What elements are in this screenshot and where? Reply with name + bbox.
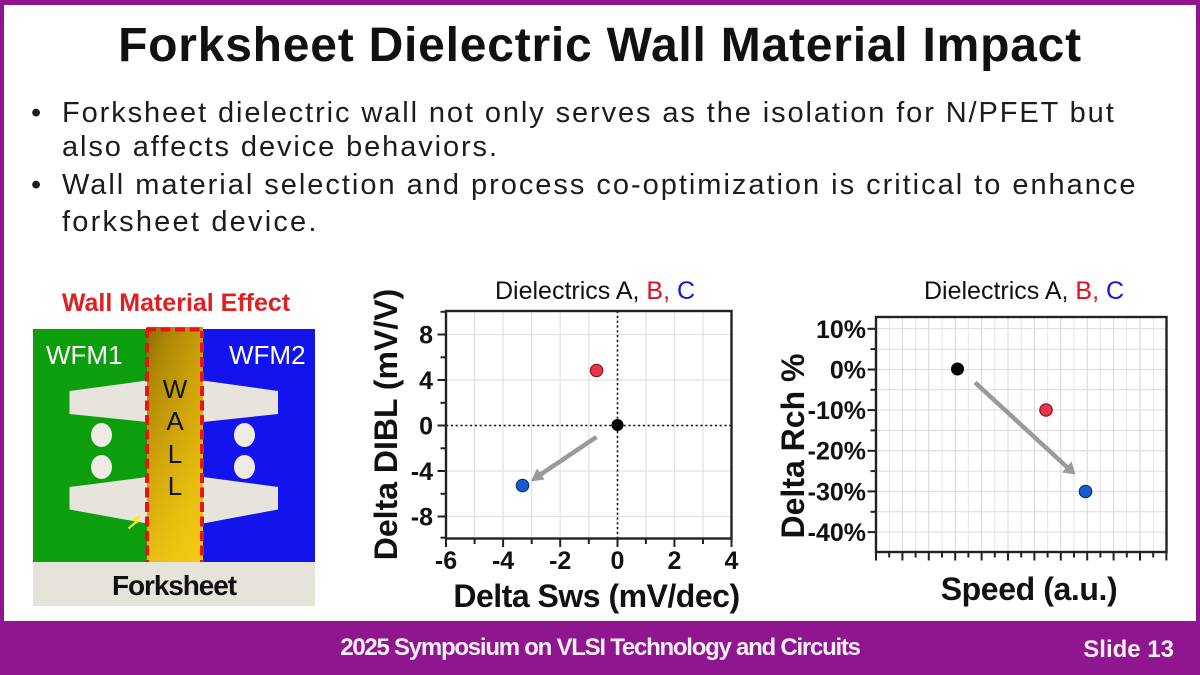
svg-text:-8: -8 (411, 504, 433, 532)
svg-text:Delta Rch %: Delta Rch % (775, 354, 811, 539)
svg-text:4: 4 (725, 547, 739, 575)
svg-text:Delta DIBL (mV/V): Delta DIBL (mV/V) (368, 289, 404, 560)
svg-text:0: 0 (419, 413, 433, 441)
svg-text:-20%: -20% (808, 438, 866, 466)
svg-text:-4: -4 (492, 547, 514, 575)
svg-text:-10%: -10% (808, 397, 866, 425)
svg-text:-30%: -30% (808, 478, 866, 506)
svg-text:0: 0 (611, 547, 625, 575)
svg-text:-40%: -40% (808, 519, 866, 547)
svg-text:Delta Sws (mV/dec): Delta Sws (mV/dec) (453, 578, 739, 614)
svg-text:8: 8 (419, 322, 433, 350)
svg-text:-2: -2 (549, 547, 571, 575)
svg-text:Dielectrics A, B, C: Dielectrics A, B, C (495, 277, 695, 305)
svg-text:10%: 10% (816, 316, 866, 344)
svg-text:0%: 0% (830, 356, 866, 384)
svg-text:2: 2 (667, 547, 681, 575)
svg-text:4: 4 (419, 367, 433, 395)
svg-text:-6: -6 (435, 547, 457, 575)
svg-text:-4: -4 (411, 458, 433, 486)
svg-text:Speed (a.u.): Speed (a.u.) (941, 571, 1118, 607)
svg-text:Dielectrics A, B, C: Dielectrics A, B, C (924, 277, 1124, 305)
